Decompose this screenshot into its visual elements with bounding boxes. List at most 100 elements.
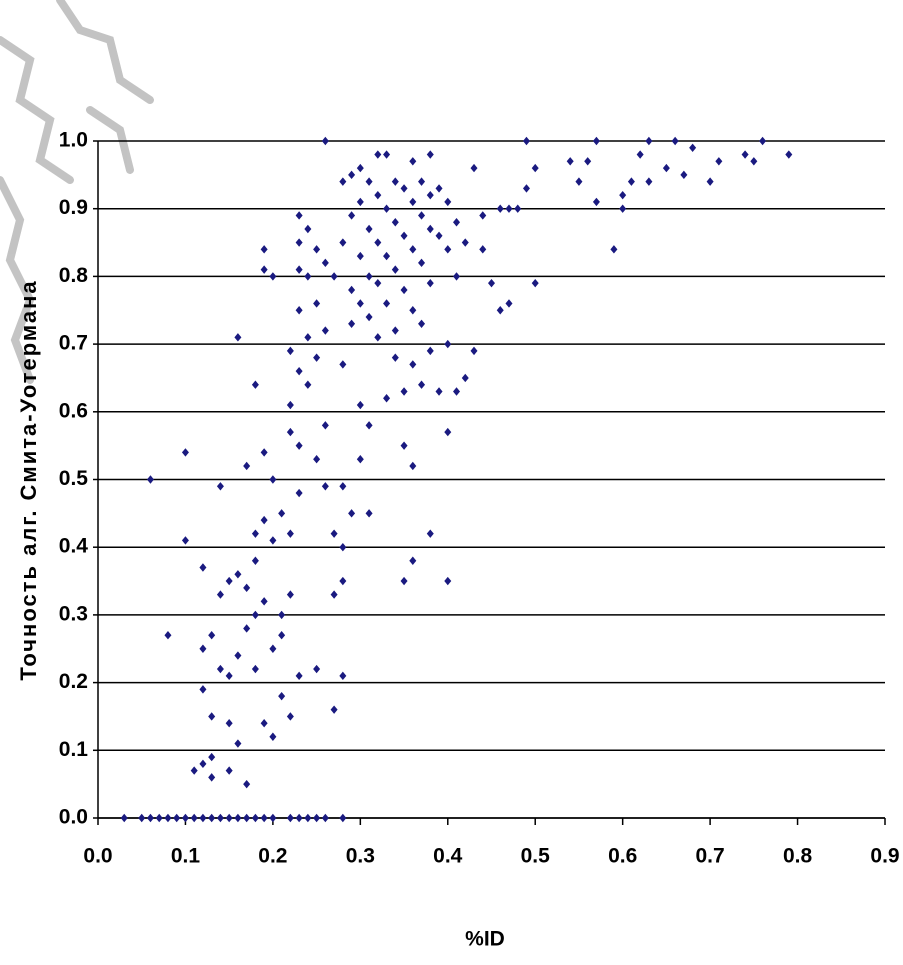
point <box>278 692 285 700</box>
point <box>339 482 346 490</box>
point <box>357 401 364 409</box>
point <box>645 177 652 185</box>
x-tick-label: 0.8 <box>783 845 813 868</box>
point <box>707 177 714 185</box>
point <box>278 611 285 619</box>
point <box>261 245 268 253</box>
point <box>226 766 233 774</box>
point <box>427 150 434 158</box>
point <box>243 462 250 470</box>
point <box>366 225 373 233</box>
point <box>505 299 512 307</box>
point <box>637 150 644 158</box>
point <box>339 814 346 822</box>
point <box>619 191 626 199</box>
point <box>208 753 215 761</box>
point <box>278 509 285 517</box>
point <box>199 563 206 571</box>
point <box>366 509 373 517</box>
point <box>121 814 128 822</box>
point <box>418 320 425 328</box>
point <box>628 177 635 185</box>
point <box>401 286 408 294</box>
point <box>462 374 469 382</box>
point <box>348 171 355 179</box>
point <box>497 306 504 314</box>
point <box>392 353 399 361</box>
point <box>593 137 600 145</box>
point <box>759 137 766 145</box>
point <box>252 557 259 565</box>
point <box>296 441 303 449</box>
point <box>164 814 171 822</box>
point <box>366 421 373 429</box>
point <box>322 259 329 267</box>
point <box>304 272 311 280</box>
point <box>401 387 408 395</box>
point <box>689 144 696 152</box>
point <box>392 177 399 185</box>
point <box>313 665 320 673</box>
point <box>261 814 268 822</box>
point <box>173 814 180 822</box>
point <box>243 584 250 592</box>
point <box>339 543 346 551</box>
point <box>575 177 582 185</box>
point <box>261 719 268 727</box>
point <box>436 387 443 395</box>
point <box>243 780 250 788</box>
point <box>339 177 346 185</box>
point <box>785 150 792 158</box>
point <box>234 739 241 747</box>
point <box>366 313 373 321</box>
point <box>383 205 390 213</box>
point <box>742 150 749 158</box>
point <box>444 198 451 206</box>
point <box>479 211 486 219</box>
point <box>234 570 241 578</box>
point <box>296 238 303 246</box>
y-tick-label: 0.0 <box>59 806 88 829</box>
point <box>427 225 434 233</box>
point <box>234 651 241 659</box>
point <box>374 279 381 287</box>
point <box>138 814 145 822</box>
point <box>357 164 364 172</box>
point <box>287 428 294 436</box>
point <box>462 238 469 246</box>
point <box>409 557 416 565</box>
point <box>444 577 451 585</box>
point <box>444 245 451 253</box>
point <box>243 624 250 632</box>
point <box>348 509 355 517</box>
point <box>409 306 416 314</box>
point <box>234 333 241 341</box>
point <box>234 814 241 822</box>
point <box>226 814 233 822</box>
point <box>252 381 259 389</box>
point <box>252 665 259 673</box>
point <box>156 814 163 822</box>
point <box>182 814 189 822</box>
point <box>418 259 425 267</box>
point <box>296 672 303 680</box>
x-tick-label: 0.3 <box>346 845 375 868</box>
point <box>191 766 198 774</box>
x-tick-label: 0.2 <box>258 845 287 868</box>
point <box>427 529 434 537</box>
point <box>383 299 390 307</box>
point <box>322 137 329 145</box>
point <box>217 482 224 490</box>
point <box>418 211 425 219</box>
point <box>208 773 215 781</box>
point <box>147 475 154 483</box>
point <box>322 814 329 822</box>
x-axis-title: %ID <box>465 928 505 951</box>
x-tick-label: 0.6 <box>608 845 637 868</box>
point <box>339 577 346 585</box>
point <box>357 252 364 260</box>
point <box>217 590 224 598</box>
point <box>199 814 206 822</box>
point <box>401 441 408 449</box>
point <box>663 164 670 172</box>
